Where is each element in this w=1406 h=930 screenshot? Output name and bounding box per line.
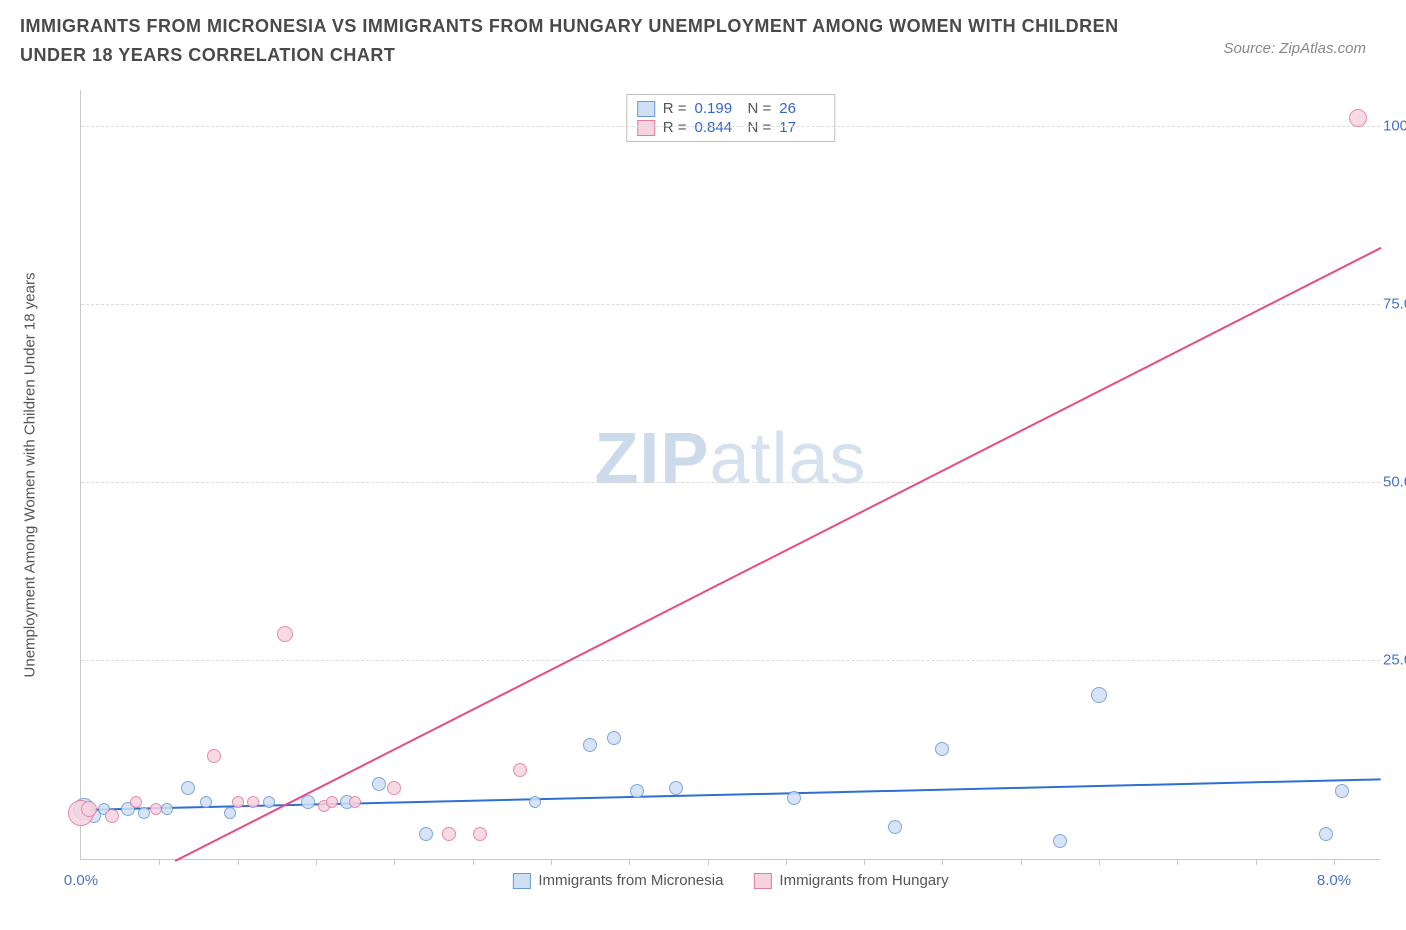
plot-area: ZIPatlas R =0.199N =26R =0.844N =17 Immi… <box>80 90 1380 860</box>
x-tick <box>629 859 630 865</box>
legend-row: R = 0.199 N = 26 <box>637 99 825 118</box>
data-point <box>130 796 142 808</box>
legend-swatch <box>753 873 771 889</box>
legend-swatch <box>637 120 655 136</box>
y-tick-label: 100.0% <box>1383 117 1406 134</box>
legend-swatch <box>637 101 655 117</box>
data-point <box>138 807 150 819</box>
x-tick <box>1256 859 1257 865</box>
stat-n-label: N = <box>748 100 772 117</box>
x-tick <box>1021 859 1022 865</box>
data-point <box>105 809 119 823</box>
data-point <box>1319 827 1333 841</box>
data-point <box>161 803 173 815</box>
legend-label: Immigrants from Micronesia <box>538 872 723 889</box>
grid-line <box>81 482 1380 483</box>
data-point <box>326 796 338 808</box>
chart-title: IMMIGRANTS FROM MICRONESIA VS IMMIGRANTS… <box>20 12 1156 70</box>
data-point <box>224 807 236 819</box>
data-point <box>888 820 902 834</box>
legend-label: Immigrants from Hungary <box>779 872 948 889</box>
grid-line <box>81 126 1380 127</box>
data-point <box>630 784 644 798</box>
x-tick <box>394 859 395 865</box>
data-point <box>1349 109 1367 127</box>
data-point <box>181 781 195 795</box>
data-point <box>513 763 527 777</box>
data-point <box>1053 834 1067 848</box>
x-tick <box>159 859 160 865</box>
chart-container: Unemployment Among Women with Children U… <box>60 90 1380 860</box>
trend-line <box>81 778 1381 811</box>
x-tick <box>708 859 709 865</box>
data-point <box>81 801 97 817</box>
data-point <box>1091 687 1107 703</box>
data-point <box>232 796 244 808</box>
data-point <box>349 796 361 808</box>
data-point <box>1335 784 1349 798</box>
data-point <box>200 796 212 808</box>
x-tick <box>1177 859 1178 865</box>
data-point <box>387 781 401 795</box>
x-tick <box>473 859 474 865</box>
x-tick <box>1099 859 1100 865</box>
data-point <box>372 777 386 791</box>
data-point <box>419 827 433 841</box>
data-point <box>935 742 949 756</box>
data-point <box>277 626 293 642</box>
correlation-legend: R = 0.199 N = 26 R = 0.844 N = 17 <box>626 94 836 142</box>
data-point <box>787 791 801 805</box>
x-tick <box>238 859 239 865</box>
stat-n-value: 17 <box>779 119 824 136</box>
y-axis-label: Unemployment Among Women with Children U… <box>22 273 39 678</box>
stat-r-label: R = <box>663 119 687 136</box>
data-point <box>247 796 259 808</box>
stat-n-value: 26 <box>779 100 824 117</box>
x-tick <box>864 859 865 865</box>
x-tick <box>316 859 317 865</box>
stat-r-value: 0.844 <box>695 119 740 136</box>
x-tick <box>942 859 943 865</box>
legend-item: Immigrants from Hungary <box>753 872 948 889</box>
y-tick-label: 50.0% <box>1383 474 1406 491</box>
source-attribution: Source: ZipAtlas.com <box>1223 40 1366 57</box>
x-tick <box>786 859 787 865</box>
data-point <box>583 738 597 752</box>
data-point <box>473 827 487 841</box>
stat-n-label: N = <box>748 119 772 136</box>
data-point <box>442 827 456 841</box>
grid-line <box>81 660 1380 661</box>
data-point <box>207 749 221 763</box>
stat-r-value: 0.199 <box>695 100 740 117</box>
grid-line <box>81 304 1380 305</box>
legend-item: Immigrants from Micronesia <box>512 872 723 889</box>
data-point <box>669 781 683 795</box>
data-point <box>301 795 315 809</box>
y-tick-label: 25.0% <box>1383 652 1406 669</box>
data-point <box>150 803 162 815</box>
x-tick <box>551 859 552 865</box>
legend-row: R = 0.844 N = 17 <box>637 118 825 137</box>
data-point <box>529 796 541 808</box>
series-legend: Immigrants from Micronesia Immigrants fro… <box>512 872 948 889</box>
x-tick <box>1334 859 1335 865</box>
stat-r-label: R = <box>663 100 687 117</box>
trend-line <box>175 247 1382 862</box>
y-tick-label: 75.0% <box>1383 295 1406 312</box>
watermark: ZIPatlas <box>594 418 866 500</box>
legend-swatch <box>512 873 530 889</box>
data-point <box>607 731 621 745</box>
data-point <box>263 796 275 808</box>
x-tick-label: 8.0% <box>1317 872 1351 889</box>
x-tick-label: 0.0% <box>64 872 98 889</box>
